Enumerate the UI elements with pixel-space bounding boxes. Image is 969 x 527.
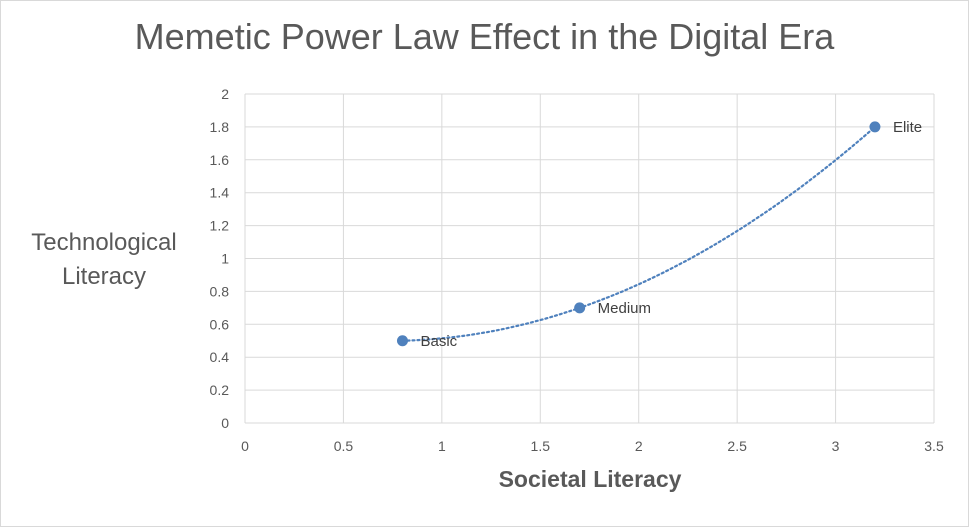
y-tick-label: 0.8 [210,283,230,299]
y-tick-label: 1.4 [210,185,230,201]
y-tick-label: 0.4 [210,349,230,365]
data-label: Basic [420,333,457,350]
chart-title: Memetic Power Law Effect in the Digital … [134,16,835,57]
y-tick-label: 0 [221,415,229,431]
y-tick-label: 1 [221,251,229,267]
data-point [396,335,408,347]
data-point [869,121,881,133]
x-tick-label: 2 [635,438,643,454]
y-tick-label: 2 [221,86,229,102]
y-tick-label: 0.2 [210,382,230,398]
x-tick-label: 0 [241,438,249,454]
data-label: Medium [598,300,651,317]
x-tick-label: 3 [832,438,840,454]
y-tick-label: 0.6 [210,316,230,332]
x-tick-label: 3.5 [924,438,944,454]
trendline [401,125,876,342]
data-point [574,302,586,314]
x-tick-label: 0.5 [334,438,354,454]
data-label: Elite [893,119,922,136]
x-tick-label: 1.5 [531,438,551,454]
y-tick-label: 1.8 [210,119,230,135]
x-tick-label: 2.5 [727,438,747,454]
x-tick-label: 1 [438,438,446,454]
y-axis-label: Technological Literacy [31,229,177,290]
y-tick-label: 1.2 [210,218,230,234]
x-axis-label: Societal Literacy [498,466,682,492]
y-tick-label: 1.6 [210,152,230,168]
